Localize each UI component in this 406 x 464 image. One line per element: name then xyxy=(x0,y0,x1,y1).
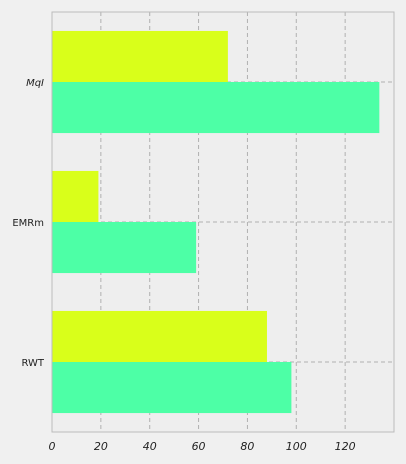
x-tick-label: 40 xyxy=(143,440,157,453)
category-label: MqI xyxy=(26,78,44,89)
x-tick-label: 100 xyxy=(286,440,307,453)
bar xyxy=(52,30,228,82)
x-axis: 0 20 40 60 80 100 120 xyxy=(49,440,356,453)
plot-frame xyxy=(51,11,395,433)
bar xyxy=(52,82,380,134)
category-label: RWT xyxy=(21,358,44,369)
x-tick-label: 20 xyxy=(94,440,108,453)
bar xyxy=(52,310,267,362)
bar xyxy=(52,222,197,274)
x-tick-label: 60 xyxy=(192,440,206,453)
bar xyxy=(52,170,99,222)
x-tick-label: 0 xyxy=(49,440,56,453)
bars xyxy=(52,30,380,414)
x-tick-label: 120 xyxy=(335,440,356,453)
category-label: EMRm xyxy=(12,218,44,229)
x-tick-label: 80 xyxy=(240,440,254,453)
y-axis: MqI EMRm RWT xyxy=(12,78,45,369)
bar xyxy=(52,362,292,414)
